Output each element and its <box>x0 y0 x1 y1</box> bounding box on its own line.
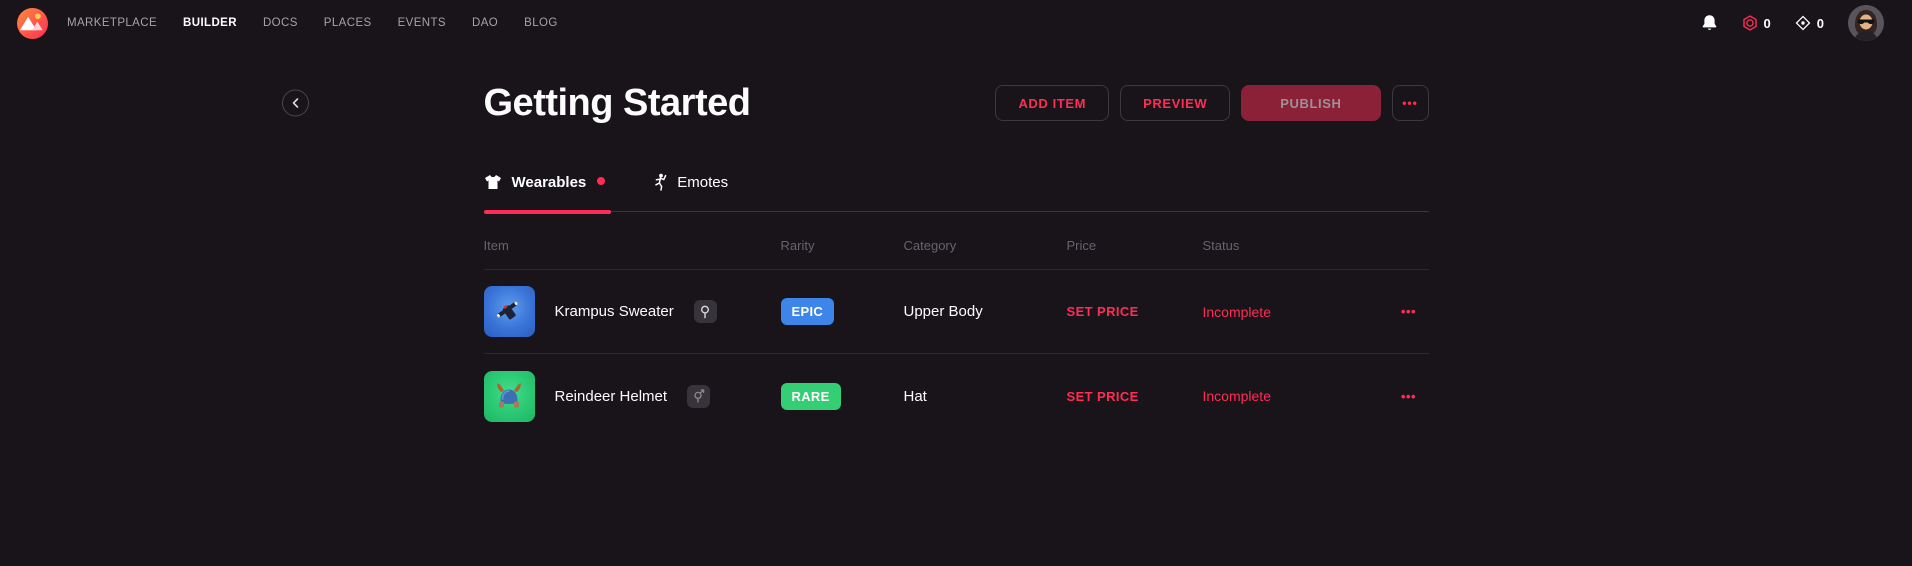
navbar-right: 0 0 <box>1701 5 1884 41</box>
diamond-icon <box>1795 15 1811 31</box>
category-cell: Hat <box>903 387 927 405</box>
table-row[interactable]: Krampus Sweater EPIC Upper Body SET PRIC… <box>483 270 1429 354</box>
sweater-thumbnail-graphic <box>496 301 518 319</box>
decentraland-logo[interactable] <box>17 7 48 39</box>
rarity-cell: EPIC <box>780 298 904 325</box>
nav-links: MARKETPLACE BUILDER DOCS PLACES EVENTS D… <box>67 17 558 29</box>
nav-item-blog[interactable]: BLOG <box>524 17 558 29</box>
collection-detail-page: Getting Started ADD ITEM PREVIEW PUBLISH… <box>281 81 1429 438</box>
user-avatar[interactable] <box>1848 5 1884 41</box>
rarity-badge: EPIC <box>780 298 835 325</box>
status-cell: Incomplete <box>1202 303 1271 320</box>
preview-button[interactable]: PREVIEW <box>1120 85 1231 121</box>
more-options-button[interactable]: ••• <box>1391 85 1429 121</box>
unisex-symbol-icon <box>687 384 711 408</box>
column-header-rarity: Rarity <box>780 238 815 253</box>
chevron-left-icon <box>292 98 298 108</box>
page-header: Getting Started ADD ITEM PREVIEW PUBLISH… <box>281 81 1429 125</box>
column-header-status: Status <box>1202 238 1240 253</box>
emote-icon <box>653 173 667 191</box>
page-title: Getting Started <box>483 81 751 124</box>
mana-icon <box>1742 15 1758 31</box>
tab-wearables-label: Wearables <box>511 173 587 191</box>
item-cell: Krampus Sweater <box>483 286 781 337</box>
category-cell: Upper Body <box>903 303 983 320</box>
set-price-link[interactable]: SET PRICE <box>1066 304 1139 319</box>
nav-item-places[interactable]: PLACES <box>323 17 372 29</box>
items-table-header: Item Rarity Category Price Status <box>483 212 1429 270</box>
rarity-cell: RARE <box>780 382 904 410</box>
publish-button[interactable]: PUBLISH <box>1241 85 1381 121</box>
nav-item-events[interactable]: EVENTS <box>397 17 447 29</box>
nav-item-dao[interactable]: DAO <box>472 17 499 29</box>
set-price-link[interactable]: SET PRICE <box>1066 388 1139 404</box>
female-symbol-icon <box>693 300 717 323</box>
nav-item-marketplace[interactable]: MARKETPLACE <box>67 17 158 29</box>
tabs-bar: Wearables Emotes <box>483 173 1429 214</box>
tab-emotes-label: Emotes <box>677 173 729 191</box>
tshirt-icon <box>484 174 502 190</box>
column-header-category: Category <box>903 238 957 253</box>
wearables-notification-dot <box>597 177 606 185</box>
diamond-balance[interactable]: 0 <box>1795 15 1824 31</box>
row-options-button[interactable]: ••• <box>1400 304 1417 319</box>
tab-wearables[interactable]: Wearables <box>484 174 606 191</box>
item-name[interactable]: Krampus Sweater <box>554 303 674 320</box>
nav-item-builder[interactable]: BUILDER <box>183 17 237 29</box>
item-thumbnail[interactable] <box>483 286 535 337</box>
top-navbar: MARKETPLACE BUILDER DOCS PLACES EVENTS D… <box>0 0 1912 46</box>
status-cell: Incomplete <box>1202 388 1271 404</box>
items-table: Item Rarity Category Price Status <box>483 212 1429 438</box>
row-options-button[interactable]: ••• <box>1400 388 1417 404</box>
mana-balance-value: 0 <box>1763 15 1771 31</box>
tab-emotes[interactable]: Emotes <box>653 173 728 191</box>
rarity-badge: RARE <box>780 382 841 410</box>
mana-balance[interactable]: 0 <box>1742 15 1771 31</box>
item-name[interactable]: Reindeer Helmet <box>554 387 668 405</box>
item-thumbnail[interactable] <box>483 370 535 422</box>
nav-item-docs[interactable]: DOCS <box>262 17 298 29</box>
helmet-thumbnail-graphic <box>497 383 521 408</box>
item-cell: Reindeer Helmet <box>483 370 781 422</box>
table-row[interactable]: Reindeer Helmet RARE Hat SET PRICE Incom… <box>483 354 1429 438</box>
column-header-item: Item <box>483 238 509 253</box>
header-buttons: ADD ITEM PREVIEW PUBLISH ••• <box>995 85 1429 121</box>
column-header-price: Price <box>1066 238 1097 253</box>
bell-icon[interactable] <box>1701 14 1718 32</box>
active-tab-underline <box>483 209 611 214</box>
diamond-balance-value: 0 <box>1816 15 1824 31</box>
back-button[interactable] <box>281 89 309 117</box>
add-item-button[interactable]: ADD ITEM <box>995 85 1110 121</box>
